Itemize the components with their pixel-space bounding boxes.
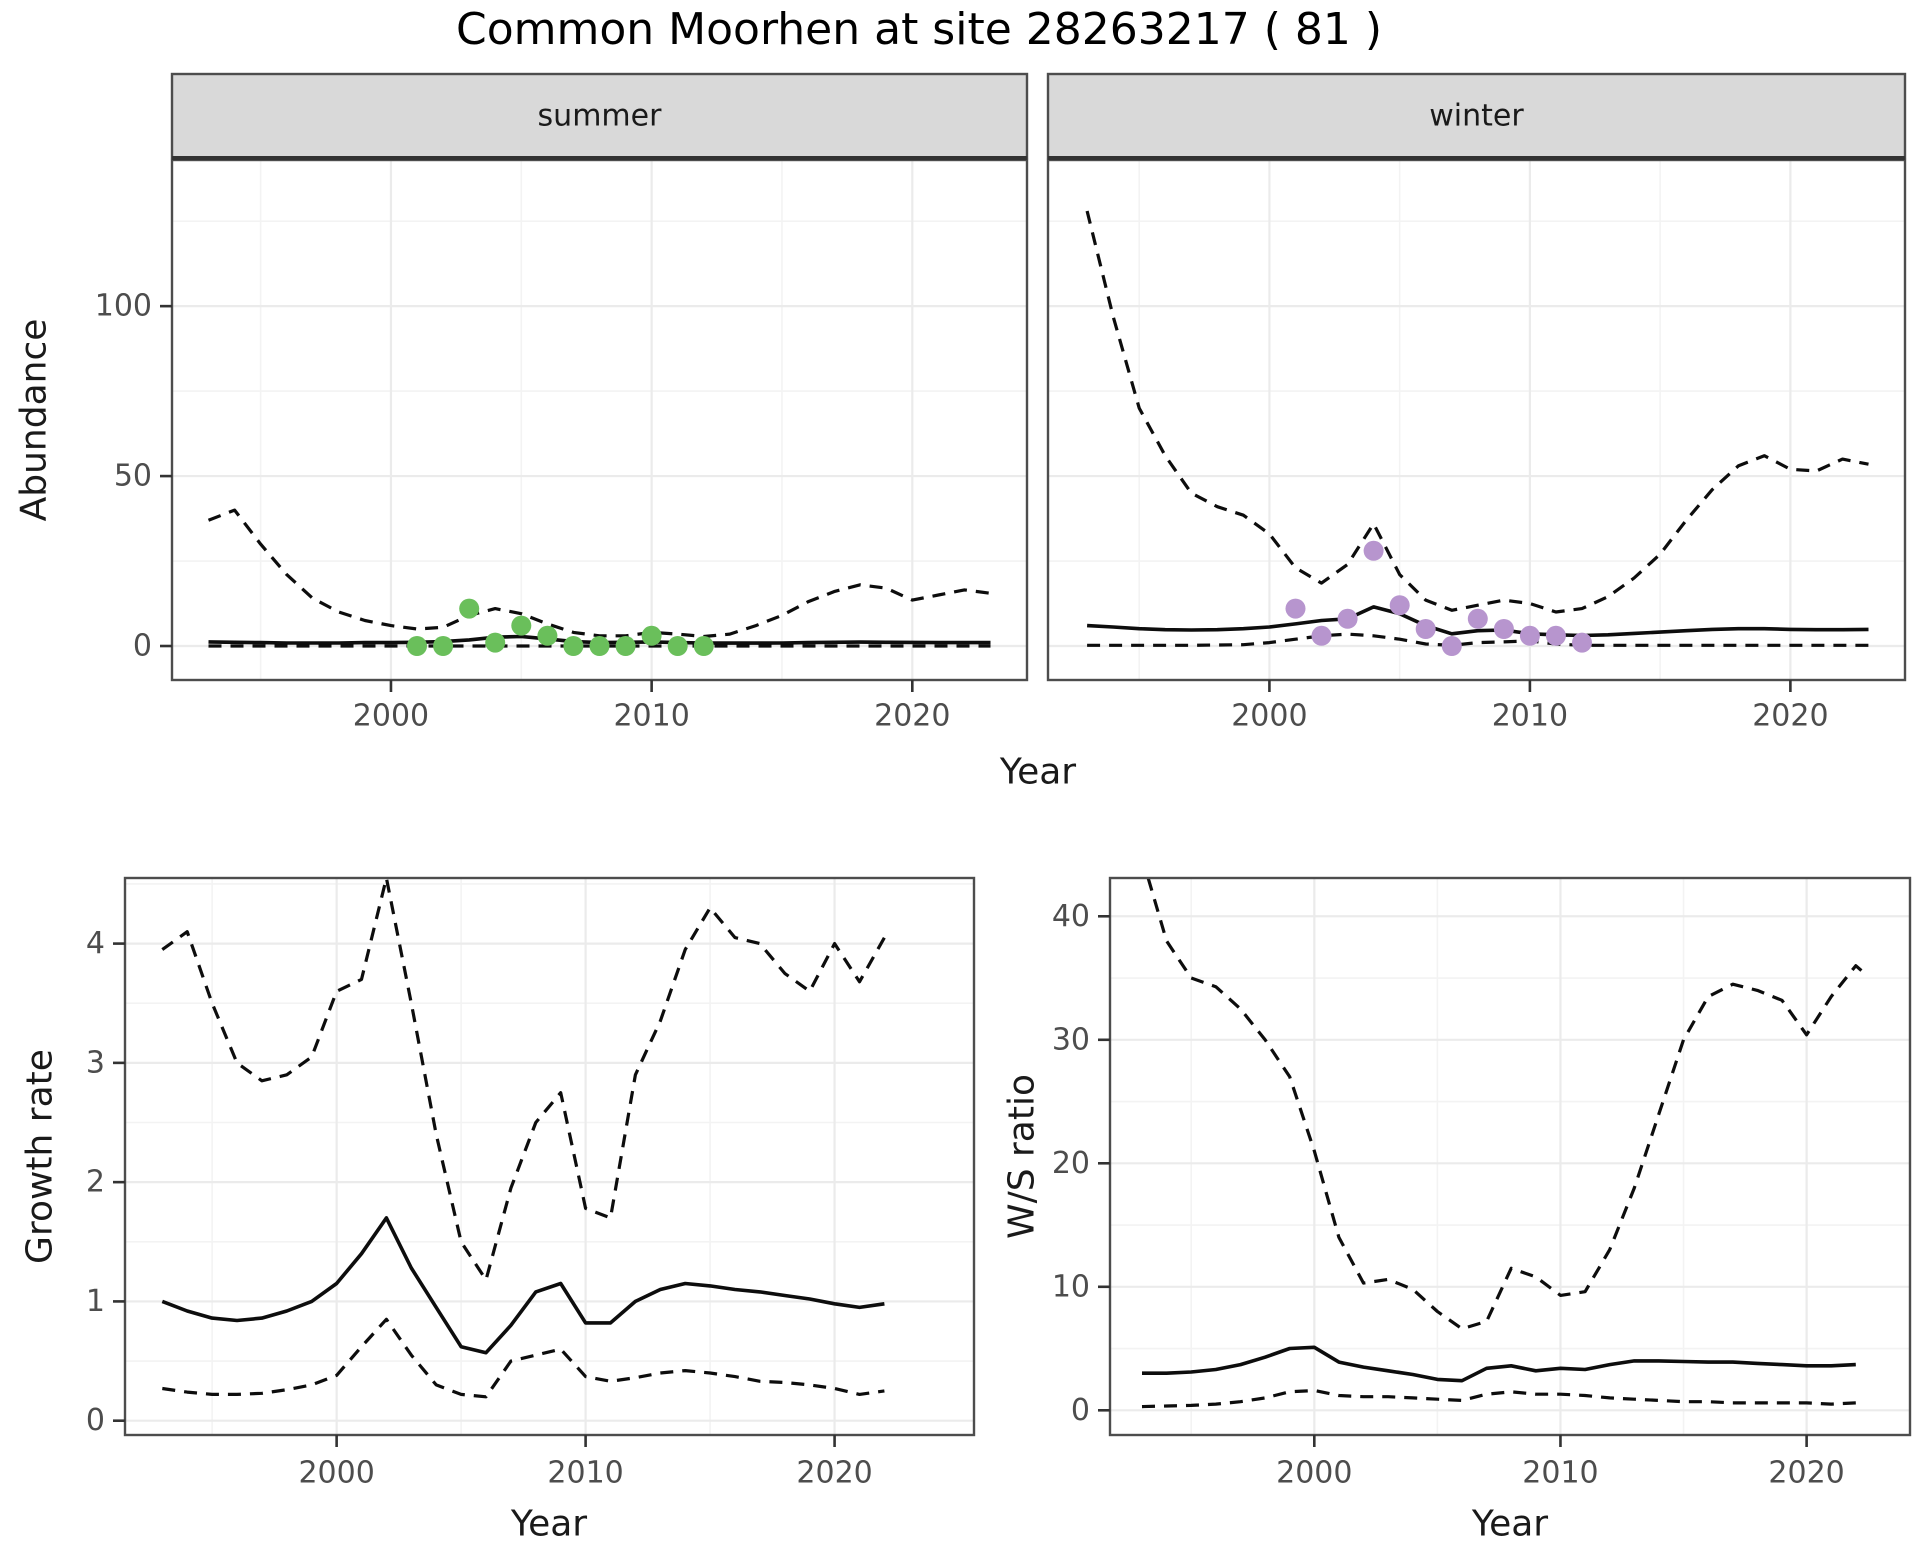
summer_observations-point xyxy=(433,636,454,656)
panel-abundance-winter: winter 2000 2010 2020 xyxy=(1046,72,1907,734)
summer_observations-point xyxy=(641,625,662,646)
y-tick-label: 50 xyxy=(114,459,152,494)
abundance-summer-upper_ci-line xyxy=(207,508,991,639)
y-tick-label: 0 xyxy=(133,629,152,664)
x-axis-title-ws-ratio: Year xyxy=(1471,1504,1548,1545)
x-tick-label: 2000 xyxy=(353,699,429,734)
panel-background xyxy=(1110,878,1910,1435)
facet-strip-label-summer: summer xyxy=(538,99,663,134)
winter_observations-point xyxy=(1467,608,1488,629)
facet-strip-summer xyxy=(170,72,1029,160)
x-tick-label: 2020 xyxy=(1752,699,1828,734)
x-tick-label: 2000 xyxy=(1276,1456,1352,1491)
facet-strip-label-winter: winter xyxy=(1429,99,1524,134)
y-tick-label: 0 xyxy=(86,1403,105,1438)
panel-border xyxy=(1108,876,1912,1437)
winter_observations-point xyxy=(1519,625,1540,646)
x-axis-title-abundance: Year xyxy=(999,752,1076,793)
y-tick-label: 20 xyxy=(1052,1146,1090,1181)
summer_observations-point xyxy=(693,636,714,656)
summer_observations-point xyxy=(667,636,688,656)
summer_observations-point xyxy=(589,636,610,656)
winter_observations-point xyxy=(1389,595,1410,616)
abundance-winter-median-line xyxy=(1087,605,1869,638)
x-tick-label: 2000 xyxy=(298,1456,374,1491)
y-tick-label: 4 xyxy=(86,926,105,961)
x-tick-label: 2020 xyxy=(796,1456,872,1491)
winter_observations-point xyxy=(1441,636,1462,656)
growth-rate-lower_ci-line xyxy=(162,1317,885,1399)
winter_observations-point xyxy=(1311,625,1332,646)
x-tick-label: 2010 xyxy=(1522,1456,1598,1491)
summer_observations-point xyxy=(615,636,636,656)
y-tick-label: 30 xyxy=(1052,1022,1090,1057)
y-tick-label: 10 xyxy=(1052,1269,1090,1304)
y-tick-label: 1 xyxy=(86,1284,105,1319)
panel-background xyxy=(125,878,974,1435)
facet-strip-winter xyxy=(1046,72,1907,160)
y-tick-label: 100 xyxy=(95,289,152,324)
y-axis-title-growth-rate: Growth rate xyxy=(20,1049,61,1264)
x-axis-title-growth-rate: Year xyxy=(510,1504,587,1545)
y-tick-label: 2 xyxy=(86,1165,105,1200)
y-tick-label: 0 xyxy=(1071,1393,1090,1428)
summer_observations-point xyxy=(459,598,480,619)
winter_observations-point xyxy=(1337,608,1358,629)
growth-rate-upper_ci-line xyxy=(161,879,886,1282)
summer_observations-point xyxy=(537,625,558,646)
panel-border xyxy=(123,876,976,1437)
summer_observations-point xyxy=(407,636,427,656)
abundance-winter-lower_ci-line xyxy=(1087,632,1869,647)
panel-background xyxy=(172,160,1027,680)
ws-ratio-upper_ci-line xyxy=(1146,879,1867,1331)
abundance-winter-upper_ci-line xyxy=(1085,210,1869,614)
winter_observations-point xyxy=(1545,625,1566,646)
x-tick-label: 2010 xyxy=(1492,699,1568,734)
summer_observations-point xyxy=(511,615,532,636)
summer_observations-point xyxy=(485,632,506,653)
summer_observations-point xyxy=(563,636,584,656)
x-tick-label: 2010 xyxy=(613,699,689,734)
chart-title: Common Moorhen at site 28263217 ( 81 ) xyxy=(456,4,1382,55)
panel-growth-rate: 2000 2010 2020 0 1 2 3 4 Year Growth rate xyxy=(20,876,976,1545)
y-axis-title-ws-ratio: W/S ratio xyxy=(1002,1074,1043,1239)
x-tick-label: 2020 xyxy=(1768,1456,1844,1491)
x-tick-label: 2010 xyxy=(547,1456,623,1491)
y-axis-title-abundance: Abundance xyxy=(14,319,55,522)
y-tick-label: 3 xyxy=(86,1045,105,1080)
x-tick-label: 2000 xyxy=(1231,699,1307,734)
winter_observations-point xyxy=(1493,619,1514,639)
winter_observations-point xyxy=(1363,540,1384,561)
winter_observations-point xyxy=(1415,619,1436,639)
ws-ratio-lower_ci-line xyxy=(1141,1388,1856,1409)
panel-ws-ratio: 2000 2010 2020 0 10 20 30 40 Year W/S ratio xyxy=(1002,876,1912,1545)
ws-ratio-median-line xyxy=(1142,1345,1856,1383)
panel-abundance-summer: summer 2000 2010 2020 0 50 100 xyxy=(95,72,1029,734)
winter_observations-point xyxy=(1285,598,1306,619)
y-tick-label: 40 xyxy=(1052,899,1090,934)
winter_observations-point xyxy=(1572,632,1592,653)
x-tick-label: 2020 xyxy=(874,699,950,734)
growth-rate-median-line xyxy=(161,1216,885,1355)
panel-background xyxy=(1048,160,1905,680)
